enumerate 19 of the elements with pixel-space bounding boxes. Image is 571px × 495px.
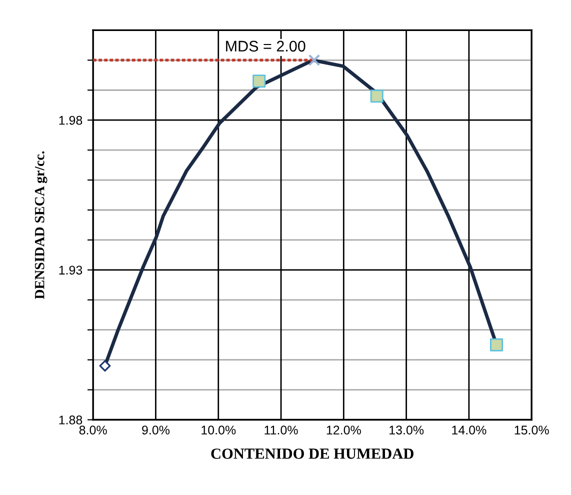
y-tick-label: 1.88 — [59, 416, 82, 424]
x-tick-label: 9.0% — [142, 426, 170, 434]
point — [252, 74, 266, 88]
x-tick-label: 11.0% — [264, 426, 298, 434]
x-tick-label: 15.0% — [514, 426, 549, 434]
x-tick-label: 14.0% — [452, 426, 486, 434]
x-tick-label: 8.0% — [79, 426, 107, 434]
x-axis-title: CONTENIDO DE HUMEDAD — [211, 448, 414, 459]
point — [370, 90, 384, 103]
x-tick-label: 13.0% — [390, 426, 424, 434]
x-tick-label: 12.0% — [326, 426, 361, 434]
point — [308, 54, 320, 66]
y-tick-label: 1.93 — [59, 266, 82, 275]
y-axis-title: DENSIDAD SECA gr/cc. — [34, 151, 48, 300]
annotation: MDS = 2.00 — [226, 40, 306, 52]
x-tick-label: 10.0% — [202, 426, 236, 434]
y-tick-label: 1.98 — [59, 116, 82, 125]
point — [490, 338, 504, 352]
point — [99, 360, 111, 372]
